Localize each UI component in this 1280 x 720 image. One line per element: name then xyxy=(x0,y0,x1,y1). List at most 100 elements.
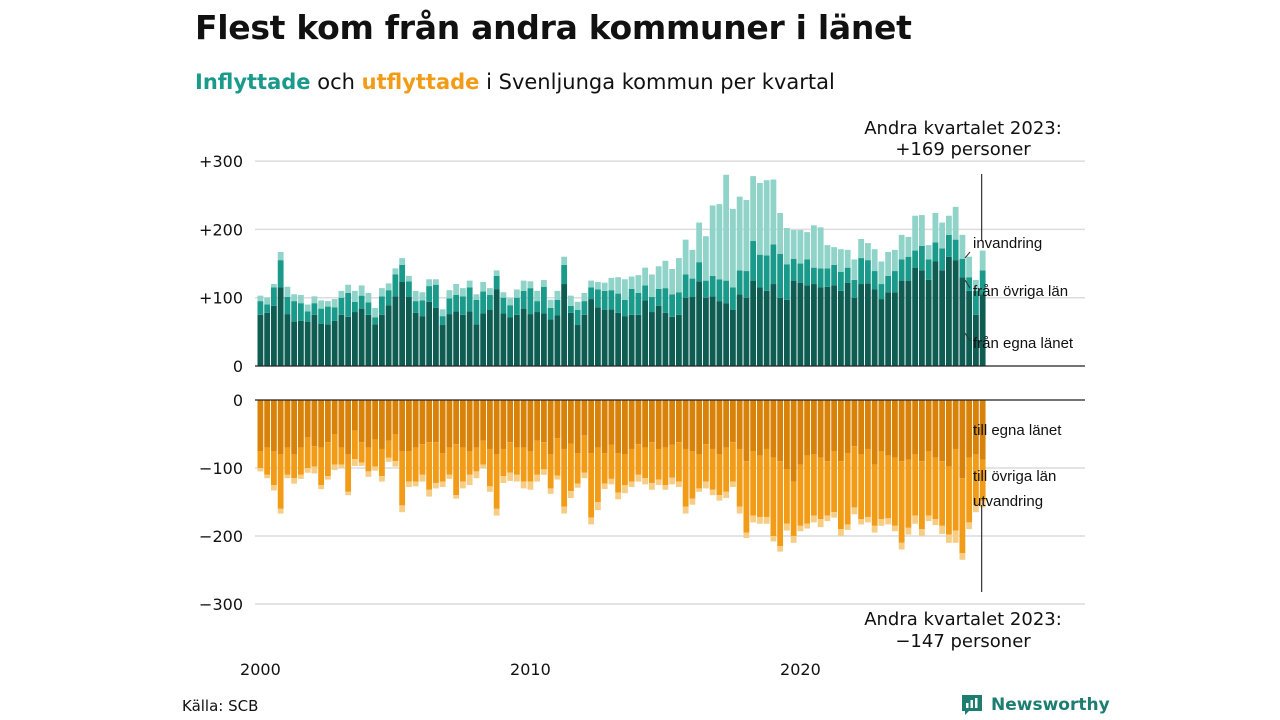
bar-in-invandring xyxy=(487,288,493,295)
bar-in-egna xyxy=(277,287,284,366)
bar-out-ovriga xyxy=(473,447,480,472)
bar-in-invandring xyxy=(905,236,912,257)
bar-out-egna xyxy=(547,400,554,455)
bar-in-ovriga xyxy=(331,307,338,321)
bar-in-egna xyxy=(588,299,595,366)
bar-in-invandring xyxy=(601,282,608,291)
bar-out-utvandring xyxy=(662,485,669,490)
bar-out-ovriga xyxy=(838,461,844,530)
bar-in-egna xyxy=(939,270,946,366)
bar-out-egna xyxy=(514,400,520,448)
inflyttade-bars xyxy=(257,174,986,367)
bar-out-egna xyxy=(385,400,392,441)
xtick-label: 2010 xyxy=(510,660,551,679)
bar-in-ovriga xyxy=(649,297,655,313)
bar-out-utvandring xyxy=(925,515,932,522)
bar-out-ovriga xyxy=(844,453,851,525)
bar-out-ovriga xyxy=(966,457,973,523)
bar-out-egna xyxy=(736,400,743,449)
bar-in-invandring xyxy=(736,196,743,271)
bar-in-ovriga xyxy=(946,234,952,257)
bar-in-egna xyxy=(703,297,709,366)
bar-in-ovriga xyxy=(588,287,595,300)
bar-out-ovriga xyxy=(433,442,439,483)
bar-out-egna xyxy=(372,400,379,440)
bar-in-egna xyxy=(547,319,554,366)
bar-in-egna xyxy=(709,296,716,366)
bar-in-egna xyxy=(979,294,986,366)
bar-in-invandring xyxy=(703,236,709,281)
bar-out-ovriga xyxy=(817,457,824,519)
bar-in-ovriga xyxy=(817,268,824,288)
bar-out-ovriga xyxy=(919,461,925,530)
bar-out-ovriga xyxy=(426,442,433,490)
bar-out-egna xyxy=(487,400,493,449)
bar-out-utvandring xyxy=(507,472,514,481)
bar-out-ovriga xyxy=(797,464,804,526)
bar-in-egna xyxy=(480,313,487,366)
bar-in-egna xyxy=(284,314,291,366)
bar-out-utvandring xyxy=(865,516,871,523)
bar-out-egna xyxy=(574,400,581,454)
bar-in-invandring xyxy=(615,277,622,294)
bar-out-egna xyxy=(480,400,487,441)
bar-out-ovriga xyxy=(325,442,331,477)
bar-out-utvandring xyxy=(763,516,770,524)
bar-out-utvandring xyxy=(858,519,865,525)
bar-out-egna xyxy=(331,400,338,434)
bar-out-egna xyxy=(419,400,426,445)
bar-out-utvandring xyxy=(264,474,271,479)
bar-in-ovriga xyxy=(453,294,460,312)
subtitle-utflyttade: utflyttade xyxy=(361,70,480,94)
bar-in-ovriga xyxy=(878,284,885,300)
bar-in-egna xyxy=(473,324,480,366)
bar-in-ovriga xyxy=(439,316,446,326)
bar-out-utvandring xyxy=(318,485,325,490)
bar-out-utvandring xyxy=(642,478,649,485)
bar-out-utvandring xyxy=(979,500,986,508)
bar-out-ovriga xyxy=(871,464,878,526)
bar-out-ovriga xyxy=(750,451,757,516)
bar-out-egna xyxy=(561,400,568,449)
bar-out-utvandring xyxy=(372,466,379,471)
bar-out-utvandring xyxy=(750,515,757,523)
bar-out-utvandring xyxy=(487,486,493,492)
bar-out-ovriga xyxy=(406,451,412,482)
bar-in-egna xyxy=(412,312,419,366)
bar-out-utvandring xyxy=(574,483,581,488)
bar-out-egna xyxy=(777,400,784,462)
bar-out-utvandring xyxy=(736,506,743,514)
bar-in-ovriga xyxy=(838,271,844,291)
bar-in-invandring xyxy=(649,274,655,298)
bar-out-egna xyxy=(635,400,642,445)
bar-out-egna xyxy=(696,400,703,455)
bar-out-utvandring xyxy=(743,532,750,539)
bar-in-invandring xyxy=(257,295,264,302)
bar-in-egna xyxy=(615,312,622,366)
bar-in-egna xyxy=(804,285,811,366)
bar-out-ovriga xyxy=(419,444,426,475)
bar-in-invandring xyxy=(439,309,446,317)
bar-in-ovriga xyxy=(426,286,433,302)
bar-out-ovriga xyxy=(669,444,676,478)
bar-in-ovriga xyxy=(527,288,534,315)
bar-out-egna xyxy=(595,400,601,448)
bar-out-ovriga xyxy=(318,447,325,485)
bar-in-ovriga xyxy=(277,260,284,288)
bar-out-utvandring xyxy=(770,536,777,542)
series-label-out: till egna länet xyxy=(973,422,1062,439)
bar-in-egna xyxy=(716,301,723,367)
series-label-leader xyxy=(964,279,971,289)
bar-in-invandring xyxy=(372,307,379,318)
bar-in-ovriga xyxy=(547,307,554,320)
bar-in-egna xyxy=(973,314,979,366)
bar-in-invandring xyxy=(379,288,385,297)
bar-out-egna xyxy=(831,400,838,451)
utflyttade-bars xyxy=(257,400,986,560)
bar-in-ovriga xyxy=(871,271,878,290)
bar-out-ovriga xyxy=(561,448,568,507)
bar-in-egna xyxy=(318,323,325,366)
bar-out-ovriga xyxy=(736,448,743,507)
bar-in-ovriga xyxy=(939,248,946,271)
bar-in-ovriga xyxy=(790,258,797,281)
